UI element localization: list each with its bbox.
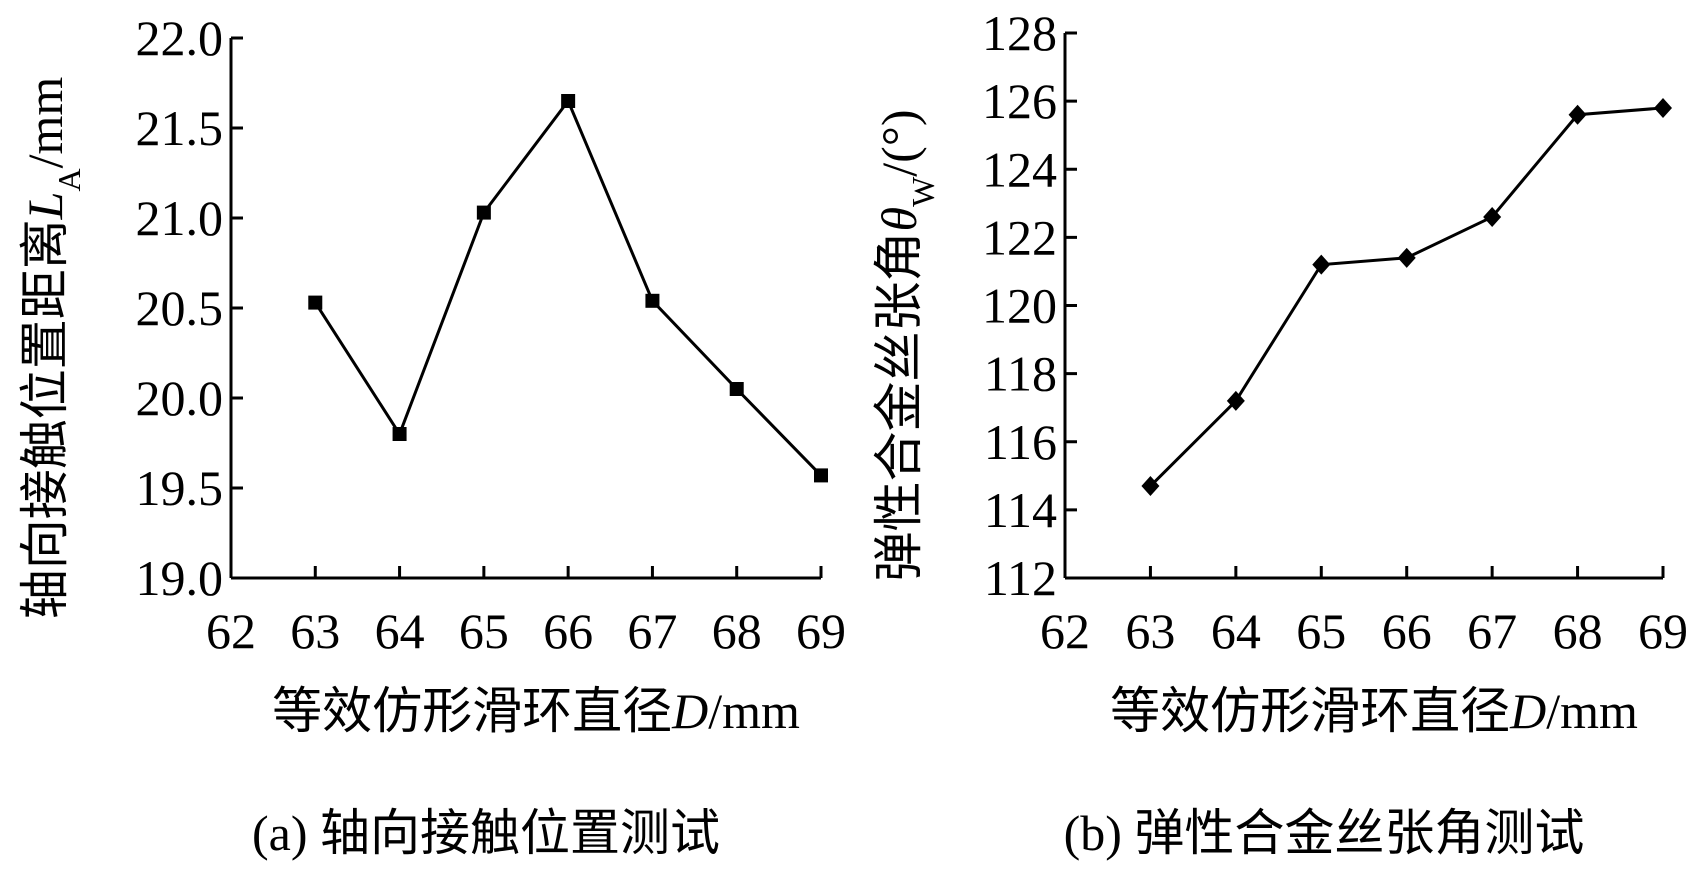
- x-tick-label: 66: [543, 603, 593, 659]
- series-line: [314, 98, 823, 477]
- marker: [1397, 247, 1416, 268]
- marker: [476, 205, 491, 220]
- y-tick-label: 20.5: [136, 280, 224, 336]
- label-part: 等效仿形滑环直径: [1110, 683, 1510, 739]
- label-part: W: [905, 176, 941, 207]
- marker: [729, 382, 744, 396]
- x-tick-label: 63: [290, 603, 340, 659]
- x-tick-label: 68: [712, 603, 762, 659]
- marker: [1312, 254, 1331, 275]
- x-axis-label: 等效仿形滑环直径D/mm: [1110, 683, 1638, 739]
- y-tick-label: 128: [982, 5, 1057, 61]
- y-tick-label: 116: [984, 414, 1057, 470]
- x-tick-label: 68: [1553, 603, 1603, 659]
- y-tick-label: 124: [982, 141, 1057, 197]
- x-tick-label: 64: [1211, 603, 1261, 659]
- marker: [1483, 206, 1502, 227]
- y-tick-label: 20.0: [136, 370, 224, 426]
- y-axis-label: 轴向接触位置距离LA/mm: [17, 77, 87, 620]
- x-tick-label: 64: [375, 603, 425, 659]
- x-tick-label: 67: [627, 603, 677, 659]
- label-part: /mm: [708, 683, 800, 739]
- x-axis-label: 等效仿形滑环直径D/mm: [272, 683, 800, 739]
- x-tick-label: 69: [796, 603, 846, 659]
- x-tick-label: 65: [1296, 603, 1346, 659]
- marker: [392, 427, 407, 441]
- y-tick-label: 126: [982, 73, 1057, 129]
- x-tick-label: 62: [1040, 603, 1090, 659]
- label-part: /mm: [17, 77, 73, 169]
- marker: [1226, 390, 1245, 411]
- marker: [561, 94, 576, 108]
- x-tick-label: 65: [459, 603, 509, 659]
- marker: [1141, 476, 1160, 497]
- series-line: [1149, 106, 1664, 488]
- x-tick-label: 67: [1467, 603, 1517, 659]
- label-part: /mm: [1546, 683, 1638, 739]
- marker: [645, 293, 660, 308]
- label-part: A: [51, 168, 87, 191]
- label-part: θ: [871, 207, 927, 232]
- marker: [1568, 104, 1587, 125]
- label-part: L: [17, 191, 73, 220]
- y-tick-label: 19.0: [136, 550, 224, 606]
- label-part: 弹性合金丝张角: [871, 231, 927, 581]
- label-part: 轴向接触位置距离: [17, 219, 73, 619]
- label-part: 等效仿形滑环直径: [272, 683, 672, 739]
- y-tick-label: 118: [984, 346, 1057, 402]
- label-part: D: [1509, 683, 1546, 739]
- label-part: /(°): [871, 110, 927, 177]
- x-tick-label: 62: [206, 603, 256, 659]
- marker: [308, 295, 323, 310]
- y-tick-label: 112: [984, 550, 1057, 606]
- x-tick-label: 66: [1382, 603, 1432, 659]
- x-tick-label: 69: [1638, 603, 1688, 659]
- y-tick-label: 21.5: [136, 100, 224, 156]
- caption: (b) 弹性合金丝张角测试: [1064, 805, 1585, 861]
- y-tick-label: 120: [982, 278, 1057, 334]
- label-part: D: [671, 683, 708, 739]
- y-tick-label: 21.0: [136, 190, 224, 246]
- x-tick-label: 63: [1125, 603, 1175, 659]
- y-tick-label: 19.5: [136, 460, 224, 516]
- y-tick-label: 114: [984, 482, 1057, 538]
- caption: (a) 轴向接触位置测试: [252, 805, 720, 861]
- marker: [1654, 97, 1672, 118]
- y-axis-label: 弹性合金丝张角θW/(°): [871, 110, 941, 582]
- marker: [814, 468, 828, 483]
- y-tick-label: 22.0: [136, 10, 224, 66]
- y-tick-label: 122: [982, 209, 1057, 265]
